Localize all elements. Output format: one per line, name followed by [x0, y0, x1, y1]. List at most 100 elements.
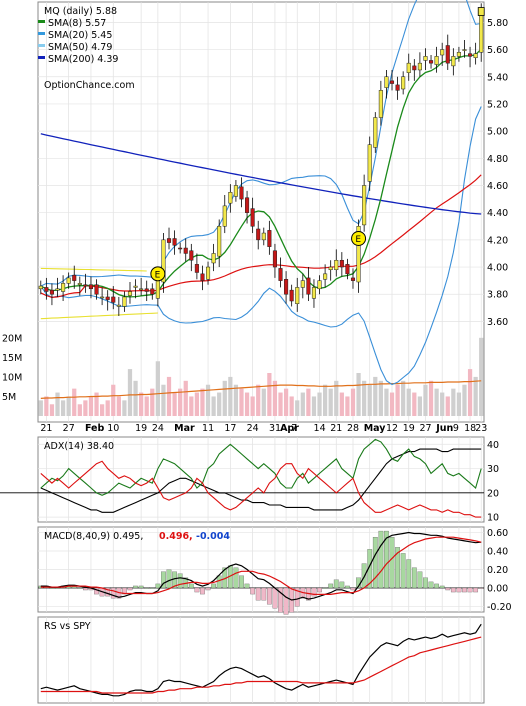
volume-bar: [38, 400, 43, 416]
candle-body: [406, 62, 411, 73]
candle-body: [150, 288, 155, 295]
date-tick-label: Mar: [174, 423, 195, 434]
candle-body: [300, 280, 305, 288]
envelope-lower-line: [40, 312, 158, 320]
macd-histogram-bar: [473, 587, 479, 593]
volume-bar: [99, 404, 105, 416]
price-axis-tick-label: 5.40: [487, 72, 508, 83]
candle-body: [389, 80, 395, 84]
volume-bar: [283, 388, 289, 416]
volume-bar: [194, 392, 200, 416]
macd-histogram-bar: [250, 587, 256, 595]
volume-bar: [256, 384, 261, 416]
candle-body: [306, 277, 311, 295]
legend-item: SMA(20) 5.45: [48, 30, 112, 41]
candle-body: [417, 62, 422, 71]
earnings-marker: [150, 266, 166, 282]
macd-axis-tick-label: 0.60: [487, 528, 508, 539]
volume-bar: [150, 388, 155, 416]
date-tick-label: 24: [152, 423, 164, 434]
macd-histogram-bar: [166, 569, 172, 589]
candle-body: [183, 247, 188, 254]
macd-histogram-bar: [77, 587, 83, 589]
macd-histogram-bar: [200, 587, 205, 595]
volume-bar: [456, 392, 462, 416]
bollinger-lower-line: [40, 106, 482, 386]
macd-histogram-bar: [149, 587, 155, 589]
candle-body: [456, 52, 461, 57]
volume-bar: [406, 388, 411, 416]
candle-body: [362, 185, 367, 226]
candle-body: [200, 273, 205, 281]
macd-histogram-bar: [138, 585, 144, 589]
macd-histogram-bar: [194, 587, 200, 593]
macd-histogram-bar: [55, 587, 60, 589]
date-tick-label: 12: [386, 423, 398, 434]
candle-body: [468, 53, 473, 57]
candle-body: [401, 76, 406, 90]
macd-axis-tick-label: 0.20: [487, 565, 508, 576]
candle-body: [429, 60, 434, 64]
adx-series-line-2: [40, 460, 482, 518]
macd-histogram-bar: [400, 553, 406, 589]
volume-bar: [161, 384, 166, 416]
volume-bar: [178, 388, 183, 416]
candle-body: [233, 185, 238, 197]
volume-bar: [322, 384, 328, 416]
candle-body: [139, 288, 144, 291]
candles: [38, 3, 484, 316]
date-tick-label: 31: [269, 423, 281, 434]
macd-histogram-bar: [233, 567, 239, 589]
macd-histogram-bar: [339, 581, 345, 589]
macd-histogram-bar: [350, 587, 356, 591]
candle-body: [144, 288, 149, 292]
volume-axis-tick-label: 20M: [2, 333, 22, 344]
macd-histogram-bar: [322, 587, 328, 589]
macd-histogram-bar: [434, 583, 439, 589]
date-tick-label: 10: [107, 423, 119, 434]
volume-bar: [417, 396, 423, 416]
macd-histogram-bar: [211, 583, 216, 589]
candle-body: [161, 239, 166, 283]
candle-body: [206, 266, 211, 280]
volume-bar: [88, 396, 94, 416]
candle-body: [38, 285, 43, 290]
rs-series-line-1: [40, 636, 482, 694]
macd-histogram-bar: [205, 587, 211, 591]
candle-body: [272, 250, 277, 268]
macd-histogram-bar: [283, 587, 289, 615]
volume-bars: [38, 337, 484, 416]
candle-body: [133, 285, 138, 288]
earnings-marker: [351, 230, 367, 246]
volume-bar: [412, 392, 417, 416]
candle-body: [49, 289, 54, 295]
macd-histogram-bar: [110, 587, 116, 599]
volume-bar: [272, 380, 278, 416]
macd-histogram-bar: [133, 585, 138, 589]
candle-body: [155, 280, 160, 299]
volume-bar: [462, 384, 467, 416]
candle-body: [72, 274, 77, 281]
legend-title: MQ (daily) 5.88: [44, 6, 117, 17]
candle-body: [367, 144, 372, 182]
volume-bar: [250, 396, 255, 416]
date-tick-label: 28: [347, 423, 359, 434]
price-axis-tick-label: 4.00: [487, 263, 508, 274]
price-axis-tick-label: 4.40: [487, 208, 508, 219]
volume-bar: [328, 388, 333, 416]
volume-bar: [350, 388, 356, 416]
sma8-line: [40, 48, 482, 298]
price-axis-tick-label: 4.60: [487, 181, 508, 192]
volume-bar: [144, 396, 149, 416]
volume-bar: [200, 388, 205, 416]
candle-body: [395, 84, 400, 91]
volume-bar: [44, 396, 49, 416]
envelope-upper-line: [40, 267, 147, 272]
volume-bar: [384, 388, 389, 416]
macd-histogram-value: -0.004: [196, 531, 230, 542]
candle-body: [434, 56, 439, 65]
candle-body: [111, 296, 116, 303]
sma50-line: [40, 174, 482, 299]
candle-body: [228, 192, 233, 204]
candle-body: [55, 288, 60, 291]
